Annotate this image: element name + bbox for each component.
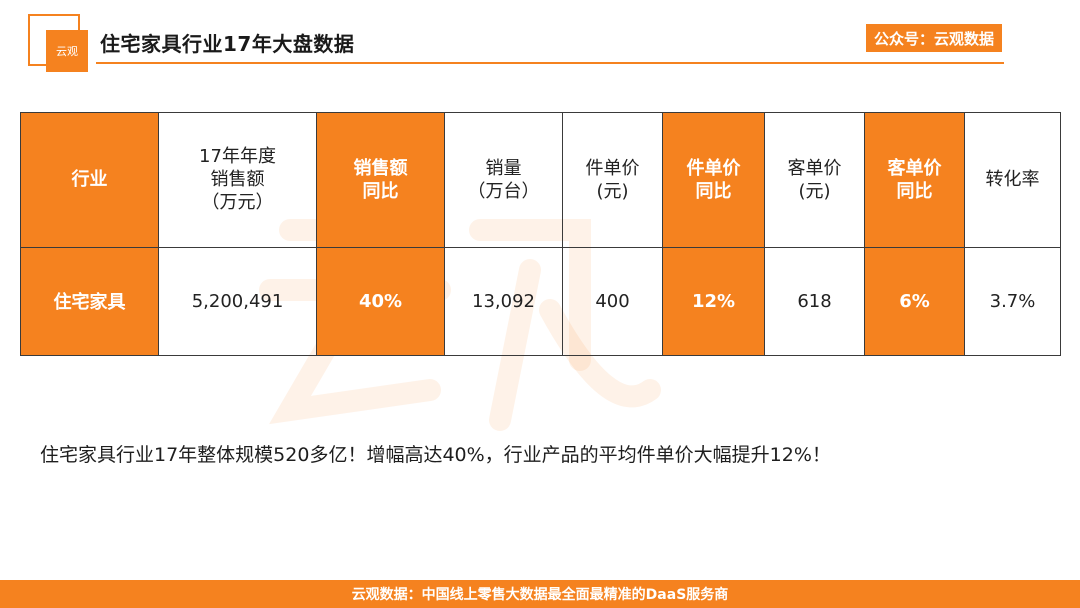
column-header-line: 销售额: [353, 157, 408, 179]
summary-text: 住宅家具行业17年整体规模520多亿！增幅高达40%，行业产品的平均件单价大幅提…: [40, 444, 831, 466]
column-header: 销售额 同比: [316, 112, 445, 248]
column-header-line: 客单价: [787, 157, 842, 179]
column-header-line: 转化率: [985, 169, 1040, 191]
column-header-line: (元): [596, 180, 629, 202]
column-header-line: 同比: [362, 180, 399, 202]
column-header-line: 件单价: [686, 157, 741, 179]
table-cell: 40%: [316, 246, 445, 357]
table-cell: 12%: [662, 246, 765, 357]
column-header-line: （万台）: [467, 180, 540, 202]
table-row: 住宅家具 5,200,491 40% 13,092 400 12% 618 6% 3.7%: [20, 246, 1061, 357]
column-header-line: 销量: [485, 157, 522, 179]
table-cell: 5,200,491: [158, 246, 317, 357]
column-header-line: 17年年度: [199, 146, 276, 168]
source-badge: 公众号：云观数据: [865, 24, 1002, 52]
table-cell: 3.7%: [964, 246, 1061, 357]
column-header-line: 行业: [71, 169, 108, 191]
column-header-line: 销售额: [210, 169, 265, 191]
header-divider: [96, 62, 1004, 64]
column-header-line: 件单价: [585, 157, 640, 179]
column-header: 客单价 同比: [864, 112, 965, 248]
footer-banner: 云观数据：中国线上零售大数据最全面最精准的DaaS服务商: [0, 580, 1080, 608]
column-header: 17年年度 销售额 （万元）: [158, 112, 317, 248]
column-header-line: 客单价: [887, 157, 942, 179]
table-cell: 618: [764, 246, 865, 357]
logo: 云观: [46, 30, 88, 72]
column-header-line: （万元）: [201, 192, 274, 214]
column-header-line: 同比: [896, 180, 933, 202]
column-header: 销量 （万台）: [444, 112, 563, 248]
table-cell: 13,092: [444, 246, 563, 357]
column-header: 件单价 同比: [662, 112, 765, 248]
table-cell: 住宅家具: [20, 246, 159, 357]
table-cell: 6%: [864, 246, 965, 357]
table-cell: 400: [562, 246, 663, 357]
column-header-line: 同比: [695, 180, 732, 202]
column-header: 行业: [20, 112, 159, 248]
table-body: 行业 17年年度 销售额 （万元） 销售额 同比 销量 （万台） 件单价 (元) 件单价 同比 客单价(…: [20, 112, 1061, 357]
table-header-row: 行业 17年年度 销售额 （万元） 销售额 同比 销量 （万台） 件单价 (元) 件单价 同比 客单价(…: [20, 112, 1061, 248]
column-header: 客单价 (元): [764, 112, 865, 248]
column-header: 转化率: [964, 112, 1061, 248]
logo-text: 云观: [56, 45, 78, 58]
column-header-line: (元): [798, 180, 831, 202]
column-header: 件单价 (元): [562, 112, 663, 248]
page-title: 住宅家具行业17年大盘数据: [100, 32, 355, 56]
data-table: 行业 17年年度 销售额 （万元） 销售额 同比 销量 （万台） 件单价 (元) 件单价 同比 客单价(…: [20, 112, 1061, 357]
